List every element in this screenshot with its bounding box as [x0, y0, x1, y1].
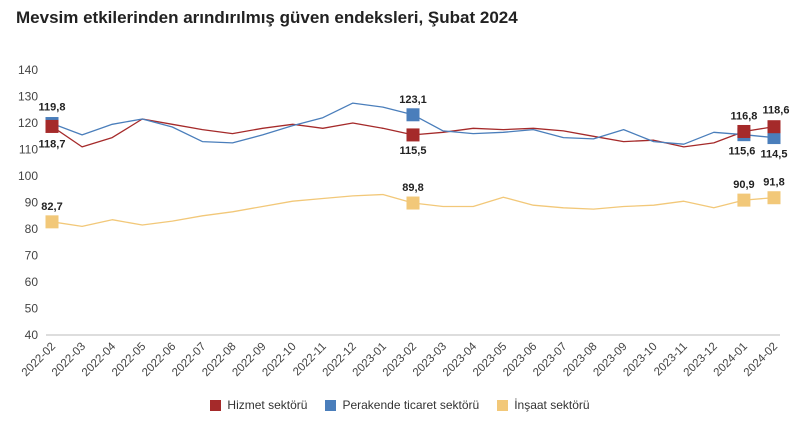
legend-item-perakende[interactable]: Perakende ticaret sektörü: [325, 398, 479, 412]
y-tick-label: 120: [18, 116, 38, 130]
data-label: 123,1: [399, 94, 427, 106]
series-marker-2: [45, 215, 59, 229]
data-label: 118,6: [763, 105, 790, 117]
series-marker-0: [45, 119, 59, 133]
series-marker-1: [406, 108, 420, 122]
legend-label-insaat: İnşaat sektörü: [514, 398, 590, 412]
legend-item-hizmet[interactable]: Hizmet sektörü: [210, 398, 307, 412]
x-tick-label: 2022-10: [260, 341, 298, 379]
legend-swatch-hizmet: [210, 399, 222, 411]
y-tick-label: 130: [18, 90, 38, 104]
data-label: 115,6: [728, 146, 755, 158]
data-label: 89,8: [402, 182, 423, 194]
x-tick-label: 2023-10: [621, 341, 659, 379]
y-tick-label: 60: [25, 275, 39, 289]
data-labels: 119,8 118,7 123,1 115,5 116,8 115,6 118,6 114,5…: [39, 94, 790, 213]
data-label: 82,7: [41, 201, 62, 213]
x-tick-label: 2024-02: [742, 341, 780, 379]
legend: Hizmet sektörü Perakende ticaret sektörü…: [0, 398, 800, 412]
legend-swatch-perakende: [325, 399, 337, 411]
data-label: 116,8: [730, 110, 757, 122]
y-tick-label: 110: [19, 143, 38, 157]
data-label: 114,5: [761, 149, 788, 161]
data-label: 119,8: [39, 102, 66, 114]
series-markers: [45, 108, 781, 229]
chart-title: Mevsim etkilerinden arındırılmış güven e…: [16, 8, 518, 27]
series-marker-1: [767, 131, 781, 145]
data-label: 115,5: [400, 145, 427, 157]
series-marker-2: [737, 193, 751, 207]
legend-swatch-insaat: [497, 399, 509, 411]
series-marker-2: [406, 196, 420, 210]
y-tick-label: 50: [25, 302, 39, 316]
y-tick-label: 140: [18, 63, 38, 77]
data-label: 91,8: [763, 177, 784, 189]
legend-item-insaat[interactable]: İnşaat sektörü: [497, 398, 590, 412]
x-axis: 2022-022022-032022-042022-052022-062022-…: [20, 334, 780, 379]
y-tick-label: 100: [18, 169, 38, 183]
y-tick-label: 70: [25, 249, 39, 263]
data-label: 90,9: [733, 179, 754, 191]
series-marker-0: [406, 128, 420, 142]
series-marker-0: [767, 120, 781, 134]
series-marker-0: [737, 124, 751, 138]
y-axis: 40 50 60 70 80 90 100 110 120 130 140: [18, 63, 38, 342]
y-tick-label: 80: [25, 222, 39, 236]
data-label: 118,7: [39, 138, 66, 150]
y-tick-label: 40: [25, 328, 39, 342]
y-tick-label: 90: [25, 196, 39, 210]
series-marker-2: [767, 191, 781, 205]
legend-label-hizmet: Hizmet sektörü: [227, 398, 308, 412]
legend-label-perakende: Perakende ticaret sektörü: [342, 398, 480, 412]
